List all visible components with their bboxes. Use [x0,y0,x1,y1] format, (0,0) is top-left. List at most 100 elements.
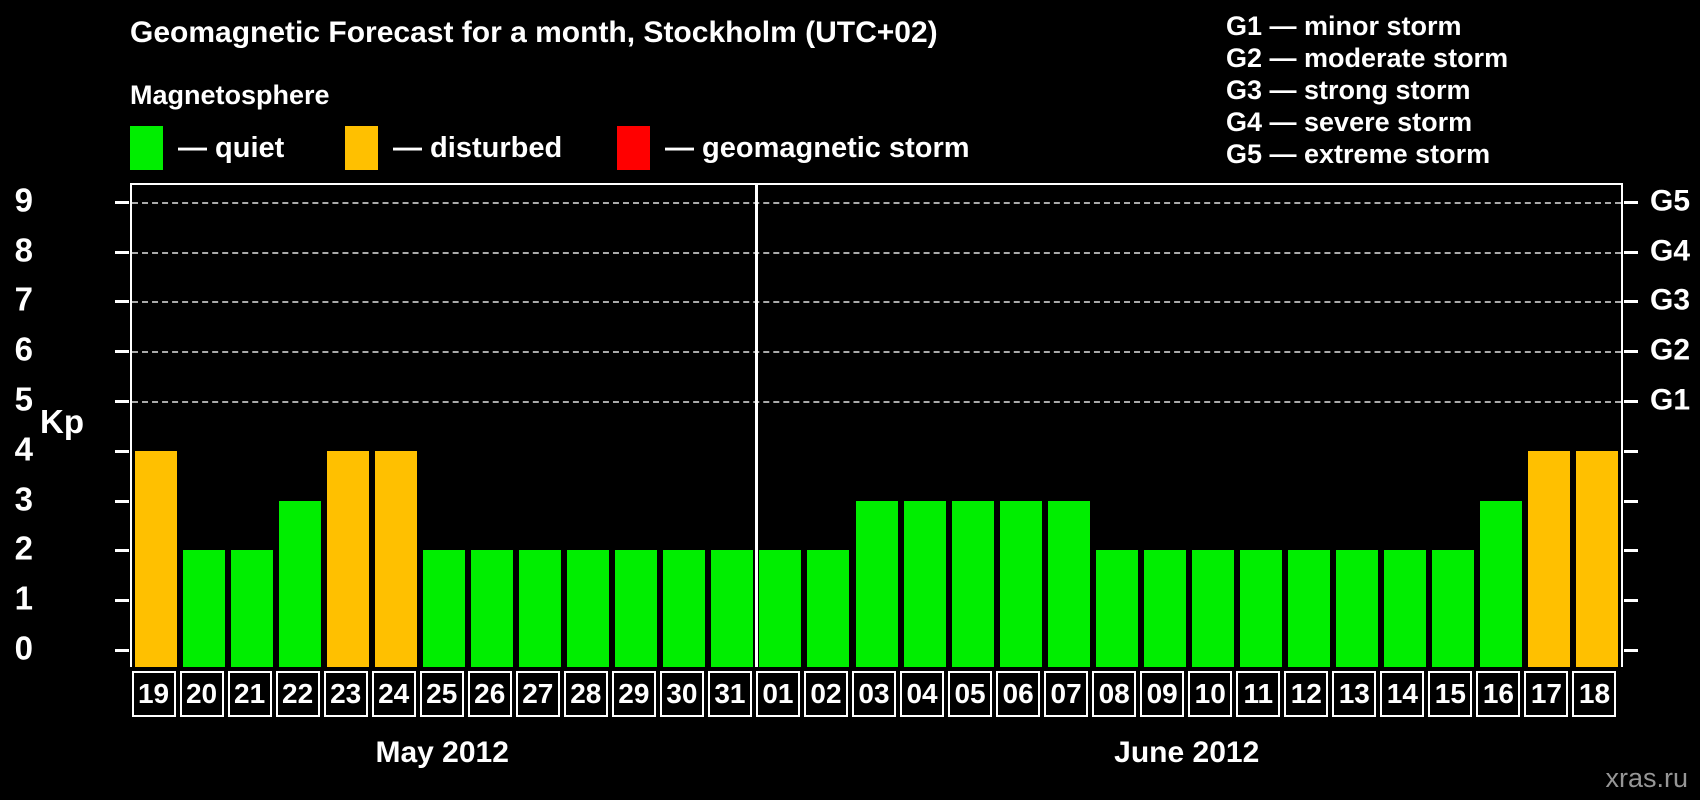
month-divider [754,185,758,667]
day-label-02: 02 [803,671,848,717]
y-tick-right-1 [1624,599,1638,603]
day-label-11: 11 [1236,671,1281,717]
g-scale-line-4: G4 — severe storm [1226,107,1473,137]
y-tick-left-4 [115,449,129,453]
legend-swatch-storm-icon [617,126,650,170]
y-tick-left-1 [115,599,129,603]
day-label-05: 05 [948,671,993,717]
y-tick-right-8 [1624,250,1638,254]
bar-day-01 [759,550,802,667]
gridline-kp7 [132,301,1621,304]
day-label-31: 31 [707,671,752,717]
g-axis-label-G2: G2 [1650,333,1691,367]
legend-swatch-quiet-icon [130,126,163,170]
bar-day-29 [615,550,658,667]
day-label-17: 17 [1524,671,1569,717]
y-tick-label-8: 8 [14,231,33,269]
y-tick-right-7 [1624,300,1638,304]
y-tick-label-9: 9 [14,181,33,219]
day-label-20: 20 [179,671,224,717]
y-tick-left-8 [115,250,129,254]
bar-day-24 [375,450,418,667]
bar-day-07 [1047,500,1090,667]
bar-day-15 [1431,550,1474,667]
bar-day-02 [807,550,850,667]
bar-day-13 [1335,550,1378,667]
y-tick-label-0: 0 [14,629,33,667]
y-tick-right-3 [1624,499,1638,503]
y-axis-title: Kp [40,403,84,440]
g-scale-line-5: G5 — extreme storm [1226,139,1491,169]
bar-day-11 [1239,550,1282,667]
gridline-kp8 [132,251,1621,254]
y-tick-label-2: 2 [14,529,33,567]
day-label-03: 03 [851,671,896,717]
day-label-15: 15 [1428,671,1473,717]
y-tick-label-5: 5 [14,380,33,418]
day-label-30: 30 [659,671,704,717]
g-axis-label-G4: G4 [1650,233,1691,267]
day-label-12: 12 [1284,671,1329,717]
y-tick-label-4: 4 [14,430,33,468]
y-tick-left-6 [115,350,129,354]
y-tick-right-6 [1624,350,1638,354]
bar-day-28 [567,550,610,667]
bar-day-25 [423,550,466,667]
bar-day-05 [951,500,994,667]
y-tick-right-5 [1624,400,1638,403]
legend-label-disturbed: — disturbed [393,131,563,164]
watermark: xras.ru [1605,763,1688,793]
y-tick-left-0 [115,649,129,652]
day-label-29: 29 [611,671,656,717]
y-tick-right-4 [1624,449,1638,453]
day-label-16: 16 [1476,671,1521,717]
bar-day-19 [135,450,178,667]
bar-day-21 [231,550,274,667]
bar-day-03 [855,500,898,667]
bar-day-10 [1191,550,1234,667]
legend-label-quiet: — quiet [178,131,285,164]
day-label-23: 23 [323,671,368,717]
legend-label-storm: — geomagnetic storm [665,131,970,164]
bar-day-04 [903,500,946,667]
bar-day-26 [471,550,514,667]
plot-area: 0 1 2 3 4 5 6 7 8 9 G1 G2 G3 G4 G5 [15,181,1690,667]
gridline-kp9 [132,201,1621,204]
day-label-24: 24 [371,671,416,717]
bar-day-31 [711,550,754,667]
g-scale-line-2: G2 — moderate storm [1226,43,1509,73]
y-tick-label-6: 6 [14,330,33,368]
day-label-14: 14 [1380,671,1425,717]
y-tick-left-9 [115,200,129,204]
y-tick-left-7 [115,300,129,304]
bar-day-16 [1479,500,1522,667]
y-tick-right-0 [1624,649,1638,652]
bar-day-08 [1095,550,1138,667]
legend-swatch-disturbed-icon [345,126,378,170]
bar-day-22 [279,500,322,667]
day-label-18: 18 [1572,671,1617,717]
day-label-28: 28 [563,671,608,717]
day-label-07: 07 [1044,671,1089,717]
g-axis-label-G1: G1 [1650,383,1691,417]
g-axis-label-G5: G5 [1650,184,1691,218]
magnetosphere-subtitle: Magnetosphere [130,80,330,110]
bar-day-27 [519,550,562,667]
legend-item-quiet: — quiet [130,126,284,170]
page-title: Geomagnetic Forecast for a month, Stockh… [130,16,938,49]
g-scale-line-1: G1 — minor storm [1226,11,1462,41]
y-tick-left-5 [115,400,129,403]
y-tick-label-1: 1 [14,579,33,617]
day-label-25: 25 [419,671,464,717]
day-label-09: 09 [1140,671,1185,717]
y-tick-right-9 [1624,200,1638,204]
bar-day-18 [1575,450,1618,667]
g-scale-line-3: G3 — strong storm [1226,75,1471,105]
bar-day-12 [1287,550,1330,667]
bar-day-06 [999,500,1042,667]
bar-day-14 [1383,550,1426,667]
day-label-21: 21 [227,671,272,717]
legend-item-storm: — geomagnetic storm [617,126,970,170]
month-label-june: June 2012 [1114,736,1260,769]
